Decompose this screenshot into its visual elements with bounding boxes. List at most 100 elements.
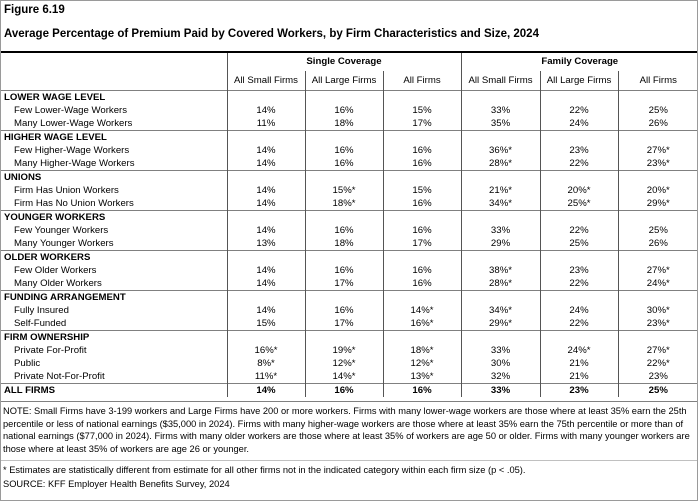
value-cell: 32% bbox=[460, 370, 541, 384]
group-header-row: FIRM OWNERSHIP bbox=[0, 330, 698, 344]
table-row: Many Higher-Wage Workers 14% 16% 16% 28%* 22%… bbox=[0, 157, 698, 171]
empty-cell bbox=[617, 250, 698, 264]
family-coverage-header: Family Coverage bbox=[460, 53, 698, 71]
value-cell: 33% bbox=[460, 383, 541, 397]
group-label: UNIONS bbox=[0, 170, 227, 184]
value-cell: 18% bbox=[304, 237, 383, 251]
value-cell: 14% bbox=[226, 144, 305, 157]
group-label: YOUNGER WORKERS bbox=[0, 210, 227, 224]
empty-cell bbox=[617, 90, 698, 104]
table-row: Many Lower-Wage Workers 11% 18% 17% 35% 24% 26… bbox=[0, 117, 698, 131]
row-label: Many Younger Workers bbox=[14, 238, 114, 249]
row-label: Few Older Workers bbox=[14, 265, 97, 276]
footnote-divider bbox=[0, 460, 698, 461]
value-cell: 14% bbox=[226, 264, 305, 277]
table-row: Many Younger Workers 13% 18% 17% 29% 25% 26% bbox=[0, 237, 698, 251]
value-cell: 20%* bbox=[617, 184, 698, 197]
value-cell: 23%* bbox=[617, 317, 698, 331]
value-cell: 16% bbox=[382, 383, 462, 397]
group-label: FUNDING ARRANGEMENT bbox=[0, 290, 227, 304]
value-cell: 14% bbox=[226, 277, 305, 291]
column-header: All Large Firms bbox=[304, 71, 383, 91]
column-header: All Small Firms bbox=[460, 71, 541, 91]
value-cell: 20%* bbox=[539, 184, 619, 197]
value-cell: 14% bbox=[226, 157, 305, 171]
value-cell: 25% bbox=[539, 237, 619, 251]
value-cell: 23% bbox=[539, 383, 619, 397]
value-cell: 21%* bbox=[460, 184, 541, 197]
value-cell: 29%* bbox=[617, 197, 698, 211]
value-cell: 14% bbox=[226, 184, 305, 197]
source-text: SOURCE: KFF Employer Health Benefits Sur… bbox=[3, 479, 230, 489]
group-header-row: HIGHER WAGE LEVEL bbox=[0, 130, 698, 144]
group-label: FIRM OWNERSHIP bbox=[0, 330, 227, 344]
value-cell: 25% bbox=[617, 383, 698, 397]
empty-cell bbox=[382, 330, 462, 344]
value-cell: 17% bbox=[304, 317, 383, 331]
value-cell: 33% bbox=[460, 104, 541, 117]
value-cell: 8%* bbox=[226, 357, 305, 370]
all-firms-row: ALL FIRMS 14% 16% 16% 33% 23% 25% bbox=[0, 383, 698, 397]
group-header-row: LOWER WAGE LEVEL bbox=[0, 90, 698, 104]
empty-cell bbox=[304, 290, 383, 304]
table-row: Firm Has Union Workers 14% 15%* 15% 21%* 20%*… bbox=[0, 184, 698, 197]
row-label: Many Older Workers bbox=[14, 278, 102, 289]
value-cell: 15% bbox=[226, 317, 305, 331]
value-cell: 16% bbox=[382, 144, 462, 157]
empty-cell bbox=[226, 330, 305, 344]
empty-cell bbox=[382, 250, 462, 264]
value-cell: 33% bbox=[460, 224, 541, 237]
value-cell: 22% bbox=[539, 277, 619, 291]
value-cell: 23% bbox=[539, 264, 619, 277]
empty-cell bbox=[382, 170, 462, 184]
value-cell: 24%* bbox=[617, 277, 698, 291]
value-cell: 15%* bbox=[304, 184, 383, 197]
value-cell: 12%* bbox=[382, 357, 462, 370]
empty-cell bbox=[382, 130, 462, 144]
empty-cell bbox=[304, 250, 383, 264]
value-cell: 16%* bbox=[226, 344, 305, 357]
empty-cell bbox=[460, 290, 541, 304]
empty-cell bbox=[382, 210, 462, 224]
value-cell: 15% bbox=[382, 184, 462, 197]
row-label: Few Younger Workers bbox=[14, 225, 109, 236]
row-label: Fully Insured bbox=[14, 305, 69, 316]
empty-cell bbox=[617, 290, 698, 304]
empty-cell bbox=[617, 130, 698, 144]
row-label: Private Not-For-Profit bbox=[14, 371, 105, 382]
value-cell: 16% bbox=[304, 383, 383, 397]
row-label: Few Higher-Wage Workers bbox=[14, 145, 130, 156]
value-cell: 29%* bbox=[460, 317, 541, 331]
empty-cell bbox=[460, 210, 541, 224]
figure-title: Average Percentage of Premium Paid by Co… bbox=[4, 28, 539, 40]
empty-cell bbox=[226, 90, 305, 104]
empty-cell bbox=[539, 250, 619, 264]
value-cell: 14% bbox=[226, 383, 305, 397]
group-header-row: OLDER WORKERS bbox=[0, 250, 698, 264]
empty-cell bbox=[382, 290, 462, 304]
value-cell: 25%* bbox=[539, 197, 619, 211]
empty-cell bbox=[304, 130, 383, 144]
row-label: Self-Funded bbox=[14, 318, 67, 329]
value-cell: 14%* bbox=[382, 304, 462, 317]
empty-cell bbox=[304, 330, 383, 344]
value-cell: 11%* bbox=[226, 370, 305, 384]
value-cell: 18% bbox=[304, 117, 383, 131]
group-label: LOWER WAGE LEVEL bbox=[0, 90, 227, 104]
figure-label: Figure 6.19 bbox=[4, 4, 65, 16]
value-cell: 16% bbox=[304, 157, 383, 171]
value-cell: 33% bbox=[460, 344, 541, 357]
value-cell: 23% bbox=[539, 144, 619, 157]
empty-cell bbox=[539, 210, 619, 224]
value-cell: 22% bbox=[539, 104, 619, 117]
value-cell: 34%* bbox=[460, 197, 541, 211]
value-cell: 12%* bbox=[304, 357, 383, 370]
value-cell: 11% bbox=[226, 117, 305, 131]
value-cell: 34%* bbox=[460, 304, 541, 317]
empty-cell bbox=[460, 130, 541, 144]
value-cell: 13% bbox=[226, 237, 305, 251]
table-row: Few Younger Workers 14% 16% 16% 33% 22% 25% bbox=[0, 224, 698, 237]
value-cell: 16% bbox=[382, 277, 462, 291]
column-header: All Large Firms bbox=[539, 71, 619, 91]
table-row: Private Not-For-Profit 11%* 14%* 13%* 32% 21%… bbox=[0, 370, 698, 384]
